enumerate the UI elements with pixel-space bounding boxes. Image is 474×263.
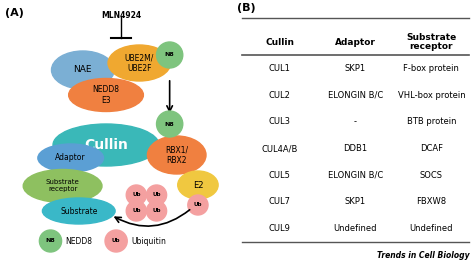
Text: Ub: Ub bbox=[112, 239, 120, 244]
Text: Ubiquitin: Ubiquitin bbox=[131, 236, 166, 245]
Ellipse shape bbox=[42, 198, 115, 224]
Text: FBXW8: FBXW8 bbox=[416, 198, 447, 206]
Text: BTB protein: BTB protein bbox=[407, 117, 456, 127]
Ellipse shape bbox=[53, 124, 159, 166]
Text: ELONGIN B/C: ELONGIN B/C bbox=[328, 91, 383, 100]
Text: Ub: Ub bbox=[132, 209, 141, 214]
Text: (B): (B) bbox=[237, 3, 255, 13]
Ellipse shape bbox=[69, 78, 144, 112]
Text: SOCS: SOCS bbox=[420, 171, 443, 180]
Text: CUL4A/B: CUL4A/B bbox=[262, 144, 298, 153]
Text: SKP1: SKP1 bbox=[345, 64, 366, 73]
Text: RBX1/
RBX2: RBX1/ RBX2 bbox=[165, 145, 188, 165]
Text: DDB1: DDB1 bbox=[344, 144, 367, 153]
Text: Substrate
receptor: Substrate receptor bbox=[46, 180, 80, 193]
Ellipse shape bbox=[146, 201, 167, 221]
Ellipse shape bbox=[38, 144, 103, 172]
Text: UBE2M/
UBE2F: UBE2M/ UBE2F bbox=[125, 53, 154, 73]
Text: Cullin: Cullin bbox=[265, 38, 294, 47]
Text: DCAF: DCAF bbox=[420, 144, 443, 153]
Text: CUL1: CUL1 bbox=[269, 64, 291, 73]
Text: CUL9: CUL9 bbox=[269, 224, 291, 233]
Ellipse shape bbox=[126, 185, 146, 205]
Ellipse shape bbox=[105, 230, 127, 252]
Text: VHL-box protein: VHL-box protein bbox=[398, 91, 465, 100]
Text: Undefined: Undefined bbox=[334, 224, 377, 233]
Text: MLN4924: MLN4924 bbox=[101, 11, 141, 20]
Text: N8: N8 bbox=[46, 239, 55, 244]
Text: N8: N8 bbox=[165, 122, 174, 127]
Text: NEDD8
E3: NEDD8 E3 bbox=[92, 85, 119, 105]
Text: NEDD8: NEDD8 bbox=[65, 236, 92, 245]
Text: CUL2: CUL2 bbox=[269, 91, 291, 100]
Text: CUL5: CUL5 bbox=[269, 171, 291, 180]
Ellipse shape bbox=[52, 51, 114, 89]
Text: Substrate: Substrate bbox=[60, 206, 98, 215]
Text: ELONGIN B/C: ELONGIN B/C bbox=[328, 171, 383, 180]
Text: NAE: NAE bbox=[73, 65, 92, 74]
Text: Trends in Cell Biology: Trends in Cell Biology bbox=[377, 251, 469, 260]
Text: Undefined: Undefined bbox=[410, 224, 453, 233]
Text: F-box protein: F-box protein bbox=[403, 64, 459, 73]
Text: E2: E2 bbox=[192, 180, 203, 190]
Text: Ub: Ub bbox=[132, 193, 141, 198]
Ellipse shape bbox=[23, 169, 102, 203]
Ellipse shape bbox=[108, 45, 171, 81]
Text: CUL3: CUL3 bbox=[269, 117, 291, 127]
Text: -: - bbox=[354, 117, 357, 127]
Text: Adaptor: Adaptor bbox=[55, 154, 86, 163]
Text: N8: N8 bbox=[165, 53, 174, 58]
Ellipse shape bbox=[188, 195, 208, 215]
Ellipse shape bbox=[156, 111, 183, 137]
Text: Ub: Ub bbox=[194, 203, 202, 208]
Ellipse shape bbox=[146, 185, 167, 205]
Text: Adaptor: Adaptor bbox=[335, 38, 376, 47]
Text: CUL7: CUL7 bbox=[269, 198, 291, 206]
Ellipse shape bbox=[39, 230, 62, 252]
Ellipse shape bbox=[156, 42, 183, 68]
Text: Ub: Ub bbox=[152, 209, 161, 214]
Text: SKP1: SKP1 bbox=[345, 198, 366, 206]
Text: Cullin: Cullin bbox=[84, 138, 128, 152]
Ellipse shape bbox=[126, 201, 146, 221]
Ellipse shape bbox=[147, 136, 206, 174]
Text: (A): (A) bbox=[5, 8, 24, 18]
Text: Substrate
receptor: Substrate receptor bbox=[406, 33, 456, 52]
Ellipse shape bbox=[178, 171, 218, 199]
Text: Ub: Ub bbox=[152, 193, 161, 198]
